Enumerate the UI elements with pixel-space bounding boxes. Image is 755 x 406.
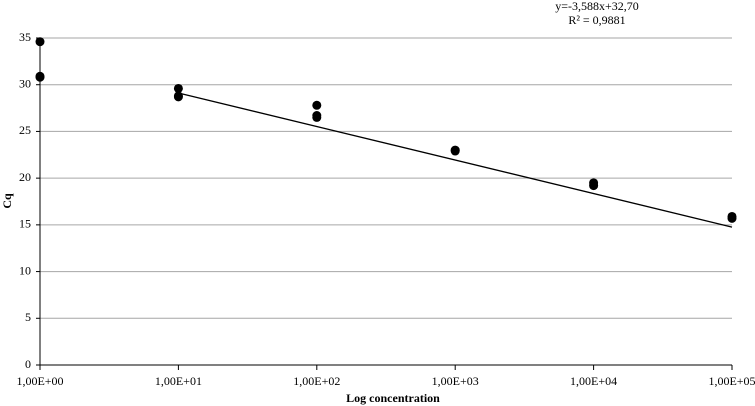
y-tick-label: 0 (25, 357, 31, 371)
data-point (173, 92, 183, 102)
x-tick-label: 1,00E+00 (16, 374, 63, 388)
x-tick-label: 1,00E+02 (293, 374, 340, 388)
data-point (450, 146, 460, 156)
y-axis-label: Cq (0, 193, 14, 209)
y-tick-label: 20 (19, 170, 31, 184)
x-tick-label: 1,00E+05 (708, 374, 755, 388)
trendline-r2: R² = 0,9881 (568, 13, 625, 27)
y-tick-label: 15 (19, 217, 31, 231)
trendline (178, 92, 733, 228)
y-tick-label: 30 (19, 76, 31, 90)
y-tick-label: 25 (19, 123, 31, 137)
x-tick-label: 1,00E+04 (570, 374, 617, 388)
x-tick-label: 1,00E+01 (155, 374, 202, 388)
data-point (173, 83, 183, 93)
data-point (727, 213, 737, 223)
x-tick-label: 1,00E+03 (432, 374, 479, 388)
data-point (35, 37, 45, 47)
data-point (589, 181, 599, 191)
data-point (35, 72, 45, 82)
y-tick-label: 35 (19, 30, 31, 44)
y-tick-label: 5 (25, 310, 31, 324)
data-point (312, 100, 322, 110)
x-axis-label: Log concentration (346, 391, 440, 405)
y-tick-label: 10 (19, 263, 31, 277)
trendline-equation: y=-3,588x+32,70 (555, 0, 639, 13)
data-point (312, 112, 322, 122)
